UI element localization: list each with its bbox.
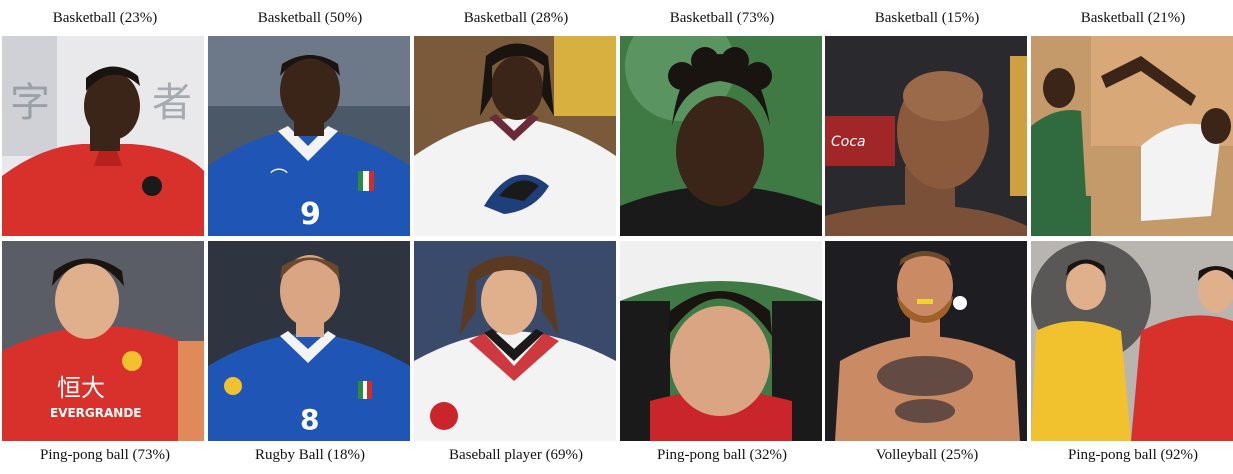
- bald-man-illustration: Coca: [825, 36, 1027, 236]
- photo-bottom-1: 恒大 EVERGRANDE: [2, 241, 204, 441]
- bottom-caption-4: Ping-pong ball (32%): [657, 447, 787, 463]
- photo-top-5: Coca: [825, 36, 1027, 236]
- svg-text:者: 者: [152, 80, 192, 126]
- photo-top-6: [1031, 36, 1233, 236]
- tattooed-man-illustration: [825, 241, 1027, 441]
- photo-bottom-3: [414, 241, 616, 441]
- svg-text:Coca: Coca: [831, 134, 866, 150]
- photo-top-3: [414, 36, 616, 236]
- soccer-duel-illustration: [1031, 241, 1233, 441]
- evergrande-player-illustration: 恒大 EVERGRANDE: [2, 241, 204, 441]
- top-caption-2: Basketball (50%): [257, 10, 363, 26]
- bottom-caption-6: Ping-pong ball (92%): [1068, 447, 1198, 463]
- photo-top-4: [620, 36, 822, 236]
- photo-bottom-4: [620, 241, 822, 441]
- photo-bottom-6: [1031, 241, 1233, 441]
- top-caption-3: Basketball (28%): [463, 10, 569, 26]
- blue-jersey-player-2-illustration: 8: [208, 241, 410, 441]
- hockey-jersey-player-illustration: [414, 36, 616, 236]
- photo-top-1: 字 者: [2, 36, 204, 236]
- blue-jersey-player-illustration: ⌒ 9: [208, 36, 410, 236]
- top-caption-4: Basketball (73%): [669, 10, 775, 26]
- top-caption-6: Basketball (21%): [1080, 10, 1186, 26]
- svg-text:字: 字: [10, 80, 50, 126]
- jersey-text-chinese: 恒大: [57, 374, 105, 402]
- bottom-caption-2: Rugby Ball (18%): [255, 447, 365, 463]
- hockey-player-2-illustration: [414, 241, 616, 441]
- bottom-caption-1: Ping-pong ball (73%): [40, 447, 170, 463]
- top-caption-5: Basketball (15%): [874, 10, 980, 26]
- photo-top-2: ⌒ 9: [208, 36, 410, 236]
- soccer-players-illustration: [1031, 36, 1233, 236]
- jersey-number-9: 9: [300, 197, 321, 232]
- svg-text:⌒: ⌒: [270, 168, 288, 189]
- athlete-woman-illustration: [620, 36, 822, 236]
- bottom-caption-3: Baseball player (69%): [448, 447, 584, 463]
- jersey-number-8: 8: [300, 403, 319, 436]
- photo-bottom-2: 8: [208, 241, 410, 441]
- top-caption-1: Basketball (23%): [52, 10, 158, 26]
- photo-bottom-5: [825, 241, 1027, 441]
- weightlifter-illustration: [620, 241, 822, 441]
- red-jersey-player-illustration: 字 者: [2, 36, 204, 236]
- jersey-text-evergrande: EVERGRANDE: [50, 406, 142, 420]
- bottom-caption-5: Volleyball (25%): [875, 447, 979, 463]
